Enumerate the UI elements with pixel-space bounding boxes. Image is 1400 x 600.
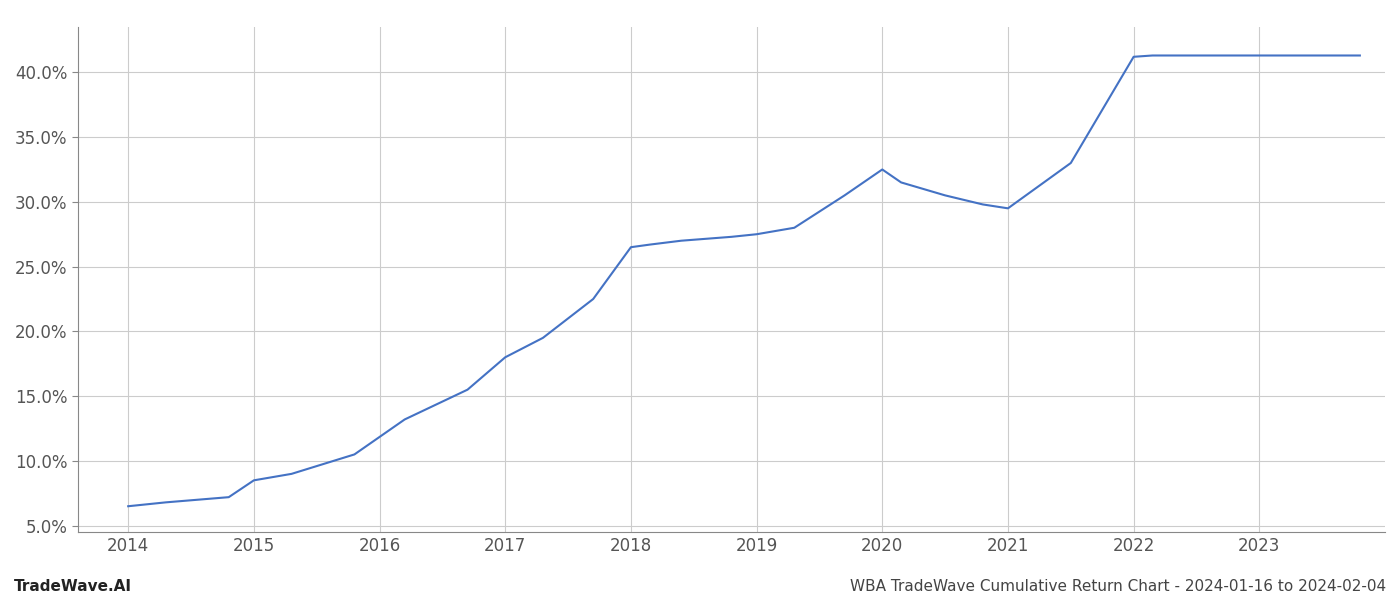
- Text: TradeWave.AI: TradeWave.AI: [14, 579, 132, 594]
- Text: WBA TradeWave Cumulative Return Chart - 2024-01-16 to 2024-02-04: WBA TradeWave Cumulative Return Chart - …: [850, 579, 1386, 594]
